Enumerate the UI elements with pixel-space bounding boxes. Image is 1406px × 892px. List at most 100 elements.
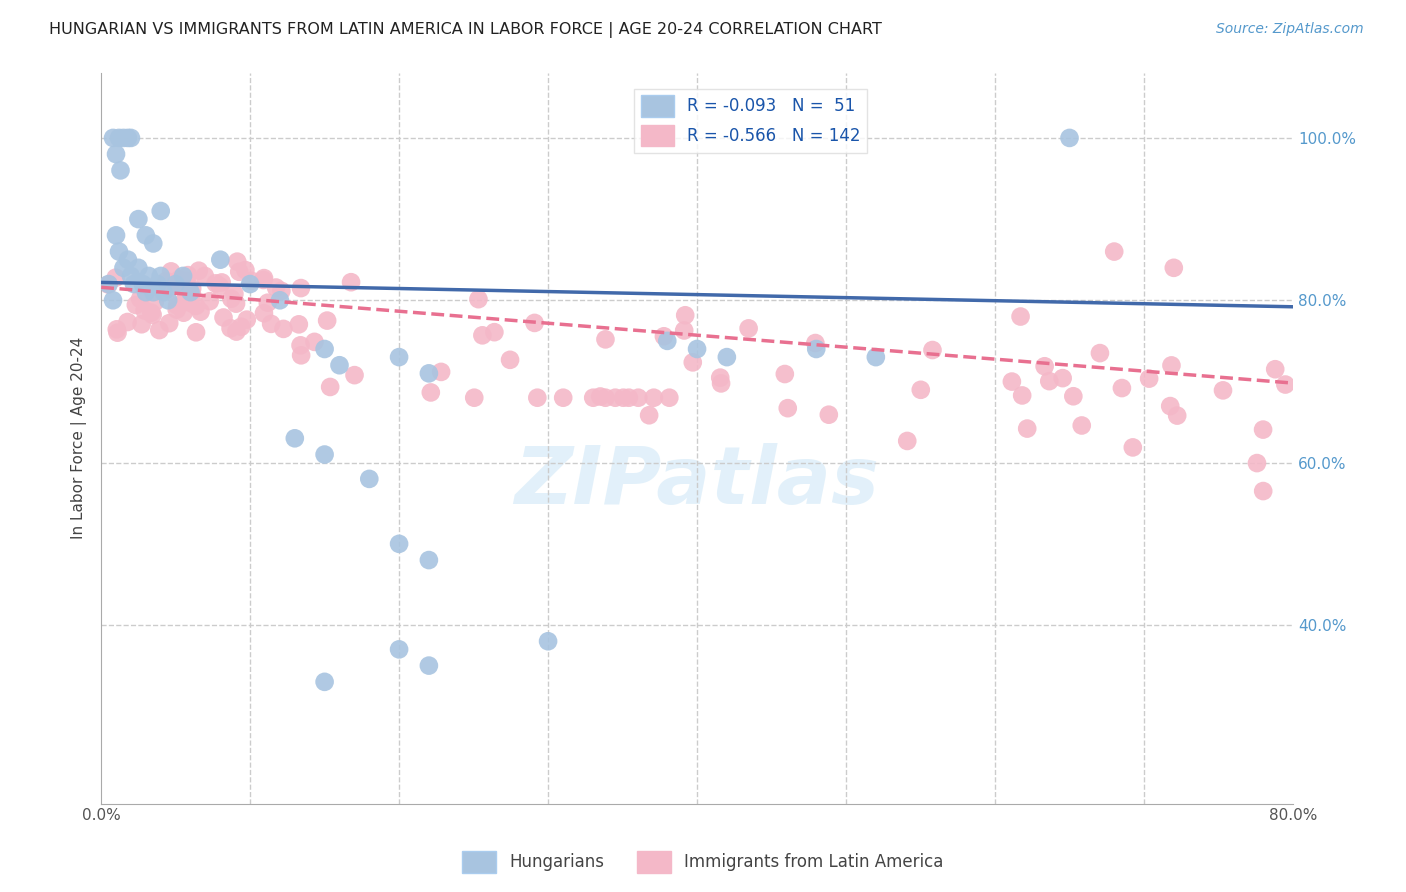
- Point: [165, 277, 187, 291]
- Point: [314, 674, 336, 689]
- Point: [1033, 359, 1056, 374]
- Point: [167, 278, 190, 293]
- Point: [117, 315, 139, 329]
- Point: [235, 263, 257, 277]
- Point: [1122, 441, 1144, 455]
- Point: [595, 332, 617, 346]
- Point: [319, 380, 342, 394]
- Legend: Hungarians, Immigrants from Latin America: Hungarians, Immigrants from Latin Americ…: [456, 845, 950, 880]
- Point: [270, 284, 292, 298]
- Point: [737, 321, 759, 335]
- Point: [806, 342, 828, 356]
- Point: [1166, 409, 1188, 423]
- Point: [921, 343, 943, 357]
- Point: [132, 277, 155, 291]
- Point: [418, 553, 440, 567]
- Point: [190, 304, 212, 318]
- Point: [177, 268, 200, 282]
- Point: [97, 277, 120, 292]
- Point: [157, 316, 180, 330]
- Point: [108, 244, 131, 259]
- Point: [167, 272, 190, 286]
- Point: [155, 274, 177, 288]
- Point: [817, 408, 839, 422]
- Y-axis label: In Labor Force | Age 20-24: In Labor Force | Age 20-24: [72, 337, 87, 540]
- Point: [204, 277, 226, 291]
- Point: [1059, 131, 1081, 145]
- Point: [198, 294, 221, 309]
- Point: [170, 279, 193, 293]
- Point: [236, 312, 259, 326]
- Point: [710, 376, 733, 391]
- Point: [253, 306, 276, 320]
- Point: [537, 634, 560, 648]
- Point: [172, 268, 194, 283]
- Point: [1011, 388, 1033, 402]
- Point: [127, 212, 149, 227]
- Point: [673, 308, 696, 322]
- Point: [138, 268, 160, 283]
- Point: [1088, 346, 1111, 360]
- Point: [284, 431, 307, 445]
- Point: [1111, 381, 1133, 395]
- Point: [143, 295, 166, 310]
- Point: [120, 268, 142, 283]
- Point: [1212, 384, 1234, 398]
- Point: [256, 295, 278, 310]
- Point: [135, 285, 157, 300]
- Point: [1274, 377, 1296, 392]
- Point: [1251, 484, 1274, 499]
- Point: [120, 131, 142, 145]
- Point: [1137, 371, 1160, 385]
- Point: [682, 355, 704, 369]
- Point: [1062, 389, 1084, 403]
- Point: [239, 277, 262, 291]
- Point: [160, 264, 183, 278]
- Point: [314, 448, 336, 462]
- Point: [231, 319, 253, 334]
- Point: [148, 323, 170, 337]
- Point: [1251, 423, 1274, 437]
- Point: [612, 391, 634, 405]
- Point: [149, 268, 172, 283]
- Point: [129, 292, 152, 306]
- Point: [225, 325, 247, 339]
- Point: [316, 313, 339, 327]
- Point: [212, 310, 235, 325]
- Point: [141, 306, 163, 320]
- Point: [595, 391, 617, 405]
- Point: [173, 283, 195, 297]
- Point: [181, 281, 204, 295]
- Point: [209, 252, 232, 267]
- Point: [221, 292, 243, 306]
- Point: [553, 391, 575, 405]
- Text: HUNGARIAN VS IMMIGRANTS FROM LATIN AMERICA IN LABOR FORCE | AGE 20-24 CORRELATIO: HUNGARIAN VS IMMIGRANTS FROM LATIN AMERI…: [49, 22, 882, 38]
- Point: [1102, 244, 1125, 259]
- Point: [142, 308, 165, 322]
- Point: [225, 296, 247, 310]
- Point: [1159, 399, 1181, 413]
- Point: [388, 350, 411, 364]
- Point: [260, 317, 283, 331]
- Point: [343, 368, 366, 383]
- Point: [1070, 418, 1092, 433]
- Point: [467, 292, 489, 306]
- Point: [1264, 362, 1286, 376]
- Point: [290, 348, 312, 362]
- Point: [418, 658, 440, 673]
- Point: [149, 204, 172, 219]
- Point: [627, 391, 650, 405]
- Text: ZIPatlas: ZIPatlas: [515, 443, 880, 521]
- Point: [208, 279, 231, 293]
- Point: [288, 318, 311, 332]
- Point: [135, 228, 157, 243]
- Point: [184, 299, 207, 313]
- Point: [388, 537, 411, 551]
- Point: [240, 274, 263, 288]
- Point: [117, 131, 139, 145]
- Point: [224, 286, 246, 301]
- Point: [108, 131, 131, 145]
- Point: [157, 293, 180, 308]
- Point: [896, 434, 918, 448]
- Point: [499, 352, 522, 367]
